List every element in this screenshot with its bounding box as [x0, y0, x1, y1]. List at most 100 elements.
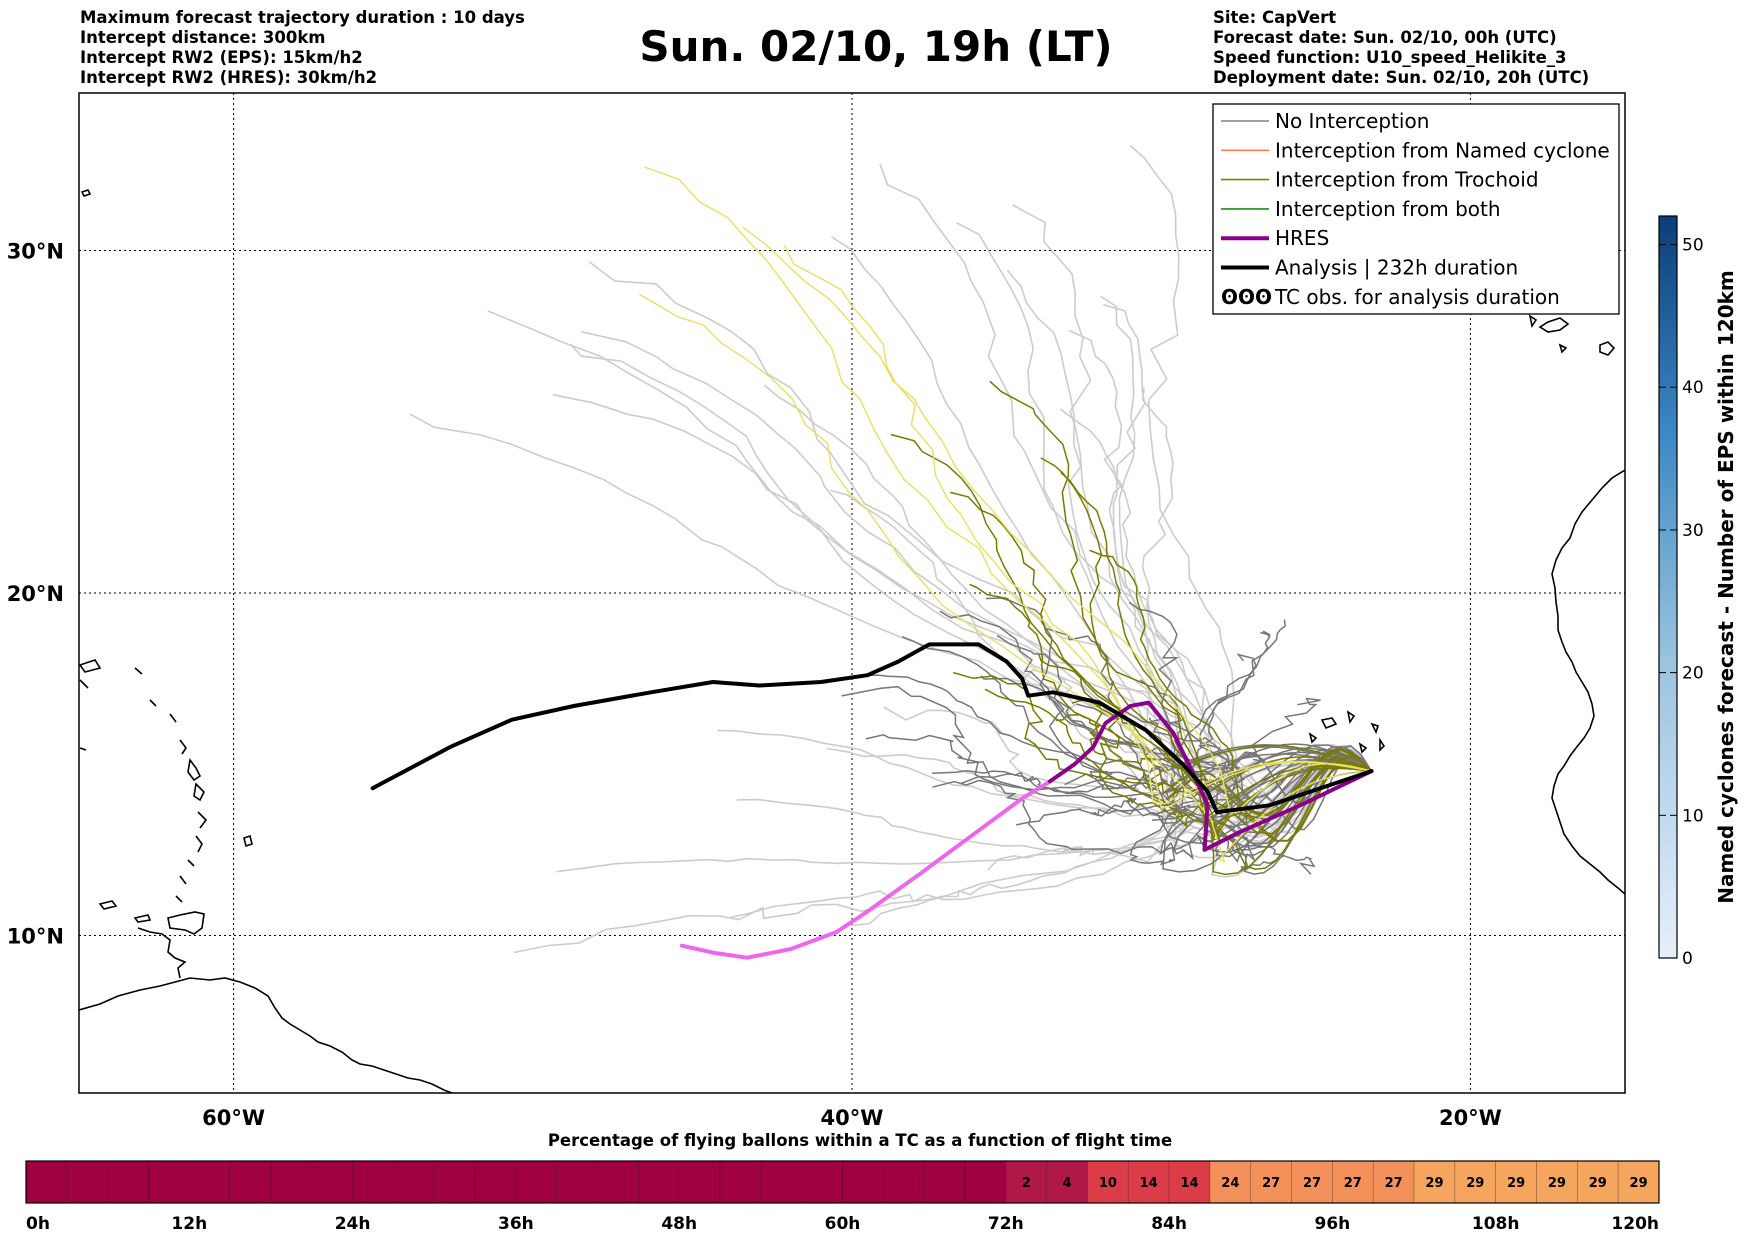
colorbar-tick-label: 0: [1682, 949, 1693, 969]
ensemble-trajectory: [1075, 703, 1372, 863]
time-strip-tick-label: 0h: [26, 1214, 50, 1234]
y-tick-label: 30°N: [7, 240, 64, 264]
map-area: [78, 92, 1626, 1094]
colorbar-gradient: [1658, 215, 1678, 959]
header-right-info: Site: CapVert Forecast date: Sun. 02/10,…: [1213, 8, 1589, 88]
time-strip-cell: [515, 1160, 558, 1204]
header-left-line: Intercept RW2 (EPS): 15km/h2: [80, 48, 363, 67]
time-strip-cell: [1413, 1160, 1456, 1204]
time-strip-value: 24: [1221, 1176, 1239, 1191]
time-strip: Percentage of flying ballons within a TC…: [25, 1131, 1660, 1234]
time-strip-value: 10: [1099, 1176, 1117, 1191]
ensemble-trajectory: [865, 734, 1372, 791]
ensemble-trajectories: [409, 144, 1373, 954]
time-strip-cell: [474, 1160, 517, 1204]
time-strip-cell: [883, 1160, 925, 1204]
time-strip-tick-label: 108h: [1472, 1214, 1520, 1234]
time-strip-cell: [1291, 1160, 1333, 1204]
ensemble-trajectory: [956, 222, 1372, 836]
time-strip-cell: [1577, 1160, 1619, 1204]
time-strip-cell: [1332, 1160, 1374, 1204]
coast-venezuela-gulf: [137, 927, 187, 979]
time-strip-cell: [1617, 1160, 1660, 1204]
header-right-line: Site: CapVert: [1213, 8, 1337, 27]
time-strip-cell: [1087, 1160, 1129, 1204]
time-strip-value: 27: [1262, 1176, 1280, 1191]
colorbar-tick-label: 20: [1682, 664, 1704, 684]
coast-south-america: [79, 977, 453, 1093]
coast-barbados: [243, 834, 253, 848]
ensemble-trajectory: [1071, 698, 1372, 835]
time-strip-cell: [352, 1160, 394, 1204]
ensemble-trajectory: [513, 750, 1373, 954]
legend: No Interception Interception from Named c…: [1212, 103, 1620, 315]
time-strip-value: 29: [1466, 1176, 1484, 1191]
time-strip-cell: [1168, 1160, 1211, 1204]
coast-lesser-antilles: [79, 659, 208, 910]
time-strip-tick-label: 60h: [825, 1214, 861, 1234]
ensemble-trajectory: [932, 751, 1372, 799]
ensemble-trajectory: [932, 757, 1372, 861]
time-strip-value: 27: [1303, 1176, 1321, 1191]
time-strip-tick-label: 36h: [498, 1214, 534, 1234]
time-strip-value: 27: [1344, 1176, 1362, 1191]
time-strip-value: 14: [1180, 1176, 1198, 1191]
time-strip-value: 27: [1385, 1176, 1403, 1191]
colorbar-tick-label: 50: [1682, 236, 1704, 256]
ensemble-trajectory: [1171, 619, 1373, 817]
time-strip-cell: [556, 1160, 598, 1204]
coastlines: [79, 189, 1625, 1093]
colorbar-title: Named cyclones forecast - Number of EPS …: [1714, 270, 1738, 904]
time-strip-cell: [1005, 1160, 1047, 1204]
ensemble-trajectory: [1046, 627, 1372, 772]
coast-canary-islands: [1528, 314, 1616, 356]
ensemble-trajectory: [841, 685, 1372, 834]
ensemble-trajectory: [961, 746, 1372, 794]
time-strip-cell: [107, 1160, 149, 1204]
time-strip-cell: [760, 1160, 802, 1204]
header-left-line: Intercept RW2 (HRES): 30km/h2: [80, 68, 378, 87]
time-strip-cell: [189, 1160, 231, 1204]
ensemble-trajectory: [984, 688, 1372, 870]
ensemble-trajectory: [1139, 679, 1373, 831]
time-strip-cell: [393, 1160, 435, 1204]
colorbar-ticks: 0 10 20 30 40 50: [1659, 236, 1704, 969]
time-strip-value: 2: [1022, 1176, 1031, 1191]
ensemble-trajectory: [783, 244, 1372, 805]
time-strip-tick-label: 84h: [1151, 1214, 1187, 1234]
ensemble-trajectory: [742, 226, 1372, 815]
time-strip-cell: [801, 1160, 843, 1204]
x-tick-label: 40°W: [821, 1106, 884, 1130]
time-strip-tick-label: 24h: [335, 1214, 371, 1234]
map-frame: [78, 92, 1626, 1094]
ensemble-trajectory: [644, 166, 1372, 810]
colorbar-tick-label: 40: [1682, 378, 1704, 398]
header-right-line: Deployment date: Sun. 02/10, 20h (UTC): [1213, 68, 1590, 87]
coast-bermuda: [80, 189, 92, 197]
time-strip-cell: [678, 1160, 721, 1204]
time-strip-tick-label: 72h: [988, 1214, 1024, 1234]
time-strip-cell: [638, 1160, 680, 1204]
series-line: [679, 779, 1052, 960]
legend-label: Analysis | 232h duration: [1275, 256, 1518, 280]
time-strip-cell: [719, 1160, 762, 1204]
time-strip-value: 29: [1507, 1176, 1525, 1191]
colorbar-tick-label: 10: [1682, 806, 1704, 826]
time-strip-value: 29: [1589, 1176, 1607, 1191]
colorbar: 0 10 20 30 40 50 Named cyclones forecast - Nu…: [1658, 215, 1738, 969]
time-strip-cell: [597, 1160, 639, 1204]
time-strip-title: Percentage of flying ballons within a TC…: [548, 1131, 1172, 1150]
time-strip-cell: [1495, 1160, 1537, 1204]
time-strip-tick-label: 96h: [1315, 1214, 1351, 1234]
y-tick-label: 20°N: [7, 582, 64, 606]
coast-cape-verde: [1308, 710, 1386, 754]
time-strip-value: 14: [1140, 1176, 1158, 1191]
legend-label: Interception from Named cyclone: [1275, 138, 1610, 162]
time-strip-cell: [964, 1160, 1007, 1204]
header-left-info: Maximum forecast trajectory duration : 1…: [80, 8, 525, 88]
ensemble-trajectory: [879, 163, 1372, 808]
ensemble-trajectory: [1141, 387, 1372, 839]
time-strip-cell: [1046, 1160, 1088, 1204]
time-strip-cell: [270, 1160, 313, 1204]
